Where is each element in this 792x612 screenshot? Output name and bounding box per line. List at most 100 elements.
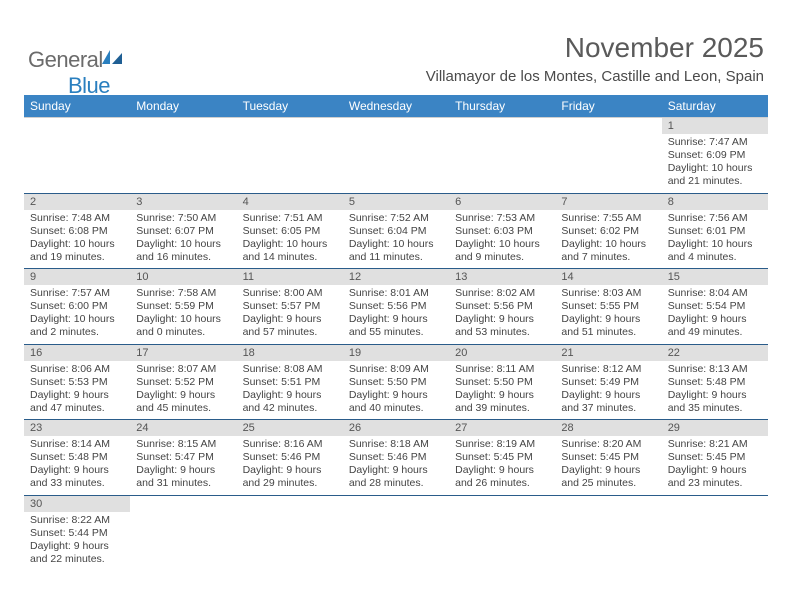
sunset-label: Sunset: (561, 225, 597, 237)
daylight-label: Daylight: (243, 464, 284, 476)
sunset-value: 5:50 PM (494, 376, 533, 388)
logo-text-general: General (28, 47, 103, 72)
day-number-cell: 29 (662, 420, 768, 437)
sunset-value: 5:50 PM (387, 376, 426, 388)
sunset-value: 5:49 PM (600, 376, 639, 388)
daylight-label: Daylight: (243, 389, 284, 401)
sunrise-value: 7:47 AM (709, 136, 748, 148)
sunset-label: Sunset: (30, 527, 66, 539)
day-number-cell: 20 (449, 344, 555, 361)
day-content-cell: Sunrise: 8:02 AMSunset: 5:56 PMDaylight:… (449, 285, 555, 344)
day-content-cell: Sunrise: 8:13 AMSunset: 5:48 PMDaylight:… (662, 361, 768, 420)
day-content-cell: Sunrise: 8:04 AMSunset: 5:54 PMDaylight:… (662, 285, 768, 344)
daylight-label: Daylight: (455, 313, 496, 325)
sunset-label: Sunset: (455, 451, 491, 463)
day-number-cell: 23 (24, 420, 130, 437)
day-content-row: Sunrise: 7:47 AMSunset: 6:09 PMDaylight:… (24, 134, 768, 193)
daylight-label: Daylight: (668, 313, 709, 325)
sunset-value: 5:46 PM (281, 451, 320, 463)
weekday-header: Monday (130, 95, 236, 118)
sunset-value: 5:45 PM (494, 451, 533, 463)
day-content-row: Sunrise: 8:06 AMSunset: 5:53 PMDaylight:… (24, 361, 768, 420)
sunrise-value: 8:13 AM (709, 363, 748, 375)
daylight-label: Daylight: (561, 238, 602, 250)
weekday-header: Tuesday (237, 95, 343, 118)
sunset-label: Sunset: (349, 376, 385, 388)
sunset-value: 5:47 PM (175, 451, 214, 463)
sunrise-value: 7:50 AM (178, 212, 217, 224)
day-content-cell: Sunrise: 8:12 AMSunset: 5:49 PMDaylight:… (555, 361, 661, 420)
day-content-row: Sunrise: 8:14 AMSunset: 5:48 PMDaylight:… (24, 436, 768, 495)
day-content-cell (555, 134, 661, 193)
day-content-cell (555, 512, 661, 571)
sunrise-value: 8:11 AM (497, 363, 535, 375)
day-content-cell: Sunrise: 7:52 AMSunset: 6:04 PMDaylight:… (343, 210, 449, 269)
day-number-cell: 28 (555, 420, 661, 437)
day-number-cell: 3 (130, 193, 236, 210)
sunrise-value: 8:08 AM (284, 363, 323, 375)
sunset-label: Sunset: (30, 451, 66, 463)
day-number-cell: 30 (24, 495, 130, 512)
daylight-label: Daylight: (349, 313, 390, 325)
sunset-value: 5:44 PM (69, 527, 108, 539)
sunset-label: Sunset: (136, 376, 172, 388)
daylight-label: Daylight: (455, 464, 496, 476)
sunset-value: 5:48 PM (706, 376, 745, 388)
day-content-cell: Sunrise: 8:08 AMSunset: 5:51 PMDaylight:… (237, 361, 343, 420)
daylight-label: Daylight: (243, 238, 284, 250)
day-number-row: 9101112131415 (24, 269, 768, 286)
sunrise-label: Sunrise: (349, 287, 388, 299)
sunrise-label: Sunrise: (668, 363, 707, 375)
day-number-row: 16171819202122 (24, 344, 768, 361)
day-content-cell: Sunrise: 8:22 AMSunset: 5:44 PMDaylight:… (24, 512, 130, 571)
daylight-label: Daylight: (243, 313, 284, 325)
sunset-value: 5:56 PM (387, 300, 426, 312)
day-number-cell: 10 (130, 269, 236, 286)
sunset-label: Sunset: (30, 225, 66, 237)
weekday-header: Friday (555, 95, 661, 118)
day-content-cell (343, 134, 449, 193)
day-number-cell: 16 (24, 344, 130, 361)
day-content-cell: Sunrise: 8:07 AMSunset: 5:52 PMDaylight:… (130, 361, 236, 420)
sunrise-label: Sunrise: (136, 363, 175, 375)
day-number-cell: 1 (662, 118, 768, 135)
sunrise-value: 8:21 AM (709, 438, 748, 450)
sunset-value: 5:57 PM (281, 300, 320, 312)
day-number-cell: 12 (343, 269, 449, 286)
day-content-cell (662, 512, 768, 571)
sunrise-value: 7:51 AM (284, 212, 323, 224)
sunset-label: Sunset: (349, 225, 385, 237)
sunrise-label: Sunrise: (30, 212, 69, 224)
day-number-cell (449, 118, 555, 135)
sunset-value: 5:59 PM (175, 300, 214, 312)
day-content-cell: Sunrise: 7:55 AMSunset: 6:02 PMDaylight:… (555, 210, 661, 269)
daylight-label: Daylight: (455, 238, 496, 250)
sunset-value: 5:51 PM (281, 376, 320, 388)
sunset-value: 6:05 PM (281, 225, 320, 237)
sunset-label: Sunset: (243, 300, 279, 312)
daylight-label: Daylight: (561, 389, 602, 401)
sunset-label: Sunset: (455, 300, 491, 312)
sunrise-label: Sunrise: (136, 287, 175, 299)
sunset-value: 5:45 PM (600, 451, 639, 463)
day-number-cell: 5 (343, 193, 449, 210)
calendar-table: SundayMondayTuesdayWednesdayThursdayFrid… (24, 95, 768, 570)
day-number-cell (130, 495, 236, 512)
sunrise-label: Sunrise: (668, 136, 707, 148)
day-content-cell: Sunrise: 8:16 AMSunset: 5:46 PMDaylight:… (237, 436, 343, 495)
sunset-value: 6:02 PM (600, 225, 639, 237)
day-content-row: Sunrise: 7:57 AMSunset: 6:00 PMDaylight:… (24, 285, 768, 344)
sunrise-label: Sunrise: (561, 212, 600, 224)
day-number-cell (555, 495, 661, 512)
sunrise-label: Sunrise: (30, 363, 69, 375)
sunrise-value: 8:04 AM (709, 287, 748, 299)
sunset-value: 5:45 PM (706, 451, 745, 463)
day-content-cell (449, 512, 555, 571)
day-number-cell: 21 (555, 344, 661, 361)
sunrise-value: 8:02 AM (497, 287, 536, 299)
sunset-label: Sunset: (455, 225, 491, 237)
sunrise-label: Sunrise: (455, 287, 494, 299)
sunrise-label: Sunrise: (243, 363, 282, 375)
location-text: Villamayor de los Montes, Castille and L… (426, 68, 764, 85)
daylight-label: Daylight: (455, 389, 496, 401)
